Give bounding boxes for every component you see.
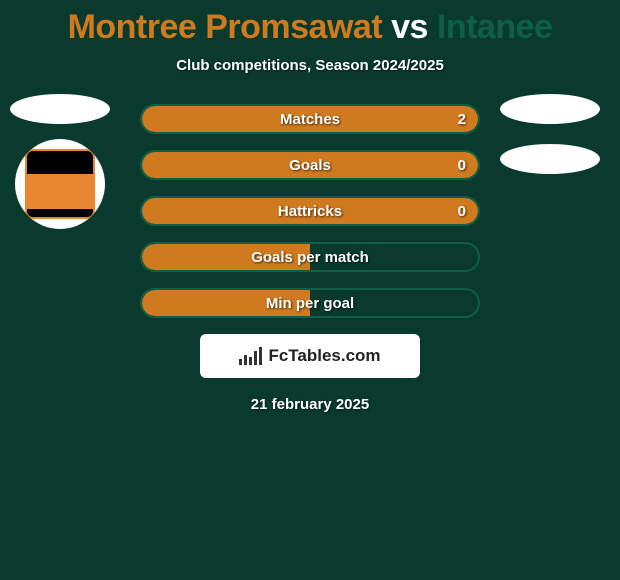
player1-name: Montree Promsawat — [68, 8, 383, 46]
comparison-title: Montree Promsawat vs Intanee — [0, 0, 620, 47]
stat-bar: Min per goal — [140, 288, 480, 318]
stat-bar: Goals per match — [140, 242, 480, 272]
player2-avatar-area — [500, 94, 600, 194]
player2-name: Intanee — [437, 8, 553, 46]
stat-label: Goals — [142, 157, 478, 174]
vs-text: vs — [391, 8, 428, 46]
stat-label: Matches — [142, 111, 478, 128]
date-text: 21 february 2025 — [0, 396, 620, 413]
stat-label: Hattricks — [142, 203, 478, 220]
player2-placeholder-oval-1 — [500, 94, 600, 124]
stat-value: 2 — [458, 111, 466, 128]
stat-bar: Goals0 — [140, 150, 480, 180]
stat-bar: Hattricks0 — [140, 196, 480, 226]
bar-chart-icon — [239, 347, 262, 365]
player1-placeholder-oval — [10, 94, 110, 124]
brand-attribution: FcTables.com — [200, 334, 420, 378]
player2-placeholder-oval-2 — [500, 144, 600, 174]
player1-club-logo — [15, 139, 105, 229]
stat-label: Goals per match — [142, 249, 478, 266]
content-area: Matches2Goals0Hattricks0Goals per matchM… — [0, 104, 620, 413]
stat-label: Min per goal — [142, 295, 478, 312]
club-logo-accent — [27, 174, 93, 209]
player1-avatar-area — [10, 94, 110, 229]
stat-value: 0 — [458, 203, 466, 220]
stat-bar: Matches2 — [140, 104, 480, 134]
brand-text: FcTables.com — [268, 346, 380, 366]
stats-container: Matches2Goals0Hattricks0Goals per matchM… — [140, 104, 480, 318]
stat-value: 0 — [458, 157, 466, 174]
subtitle: Club competitions, Season 2024/2025 — [0, 57, 620, 74]
